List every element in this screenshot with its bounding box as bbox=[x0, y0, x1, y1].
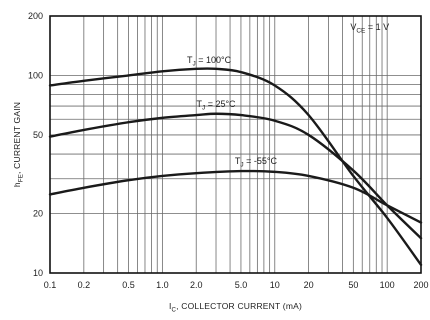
x-tick-label: 200 bbox=[413, 280, 428, 290]
x-tick-label: 5.0 bbox=[235, 280, 248, 290]
x-tick-label: 0.2 bbox=[78, 280, 91, 290]
x-tick-label: 50 bbox=[348, 280, 358, 290]
series-label: TJ = 100°C bbox=[187, 55, 232, 68]
y-tick-label: 20 bbox=[33, 209, 43, 219]
y-tick-label: 50 bbox=[33, 130, 43, 140]
y-tick-label: 10 bbox=[33, 268, 43, 278]
x-tick-label: 2.0 bbox=[190, 280, 203, 290]
x-tick-label: 10 bbox=[270, 280, 280, 290]
series-line-minus55c bbox=[48, 169, 423, 224]
y-tick-label: 100 bbox=[28, 70, 43, 80]
x-tick-label: 20 bbox=[304, 280, 314, 290]
x-tick-label: 0.1 bbox=[44, 280, 57, 290]
series-label: TJ = -55°C bbox=[235, 156, 278, 169]
y-axis-title: hFE, CURRENT GAIN bbox=[12, 102, 25, 187]
grid bbox=[50, 16, 421, 273]
x-tick-label: 0.5 bbox=[122, 280, 135, 290]
y-tick-label: 200 bbox=[28, 11, 43, 21]
tick-labels: 0.1 0.2 0.5 1.0 2.0 5.0 10 20 50 100 200 200 100 50 20… bbox=[28, 11, 429, 290]
series-label: TJ = 25°C bbox=[196, 99, 236, 112]
vce-annotation: VCE = 1 V bbox=[350, 22, 389, 35]
x-tick-label: 1.0 bbox=[156, 280, 169, 290]
plot-frame bbox=[49, 15, 422, 274]
x-tick-label: 100 bbox=[380, 280, 395, 290]
labels: TJ = 100°C TJ = 25°C TJ = -55°C VCE = 1 V IC… bbox=[12, 22, 389, 314]
series-line-100c bbox=[48, 67, 423, 267]
series-layer bbox=[48, 67, 423, 267]
x-axis-title: IC, COLLECTOR CURRENT (mA) bbox=[169, 301, 302, 314]
series-line-25c bbox=[48, 112, 423, 240]
